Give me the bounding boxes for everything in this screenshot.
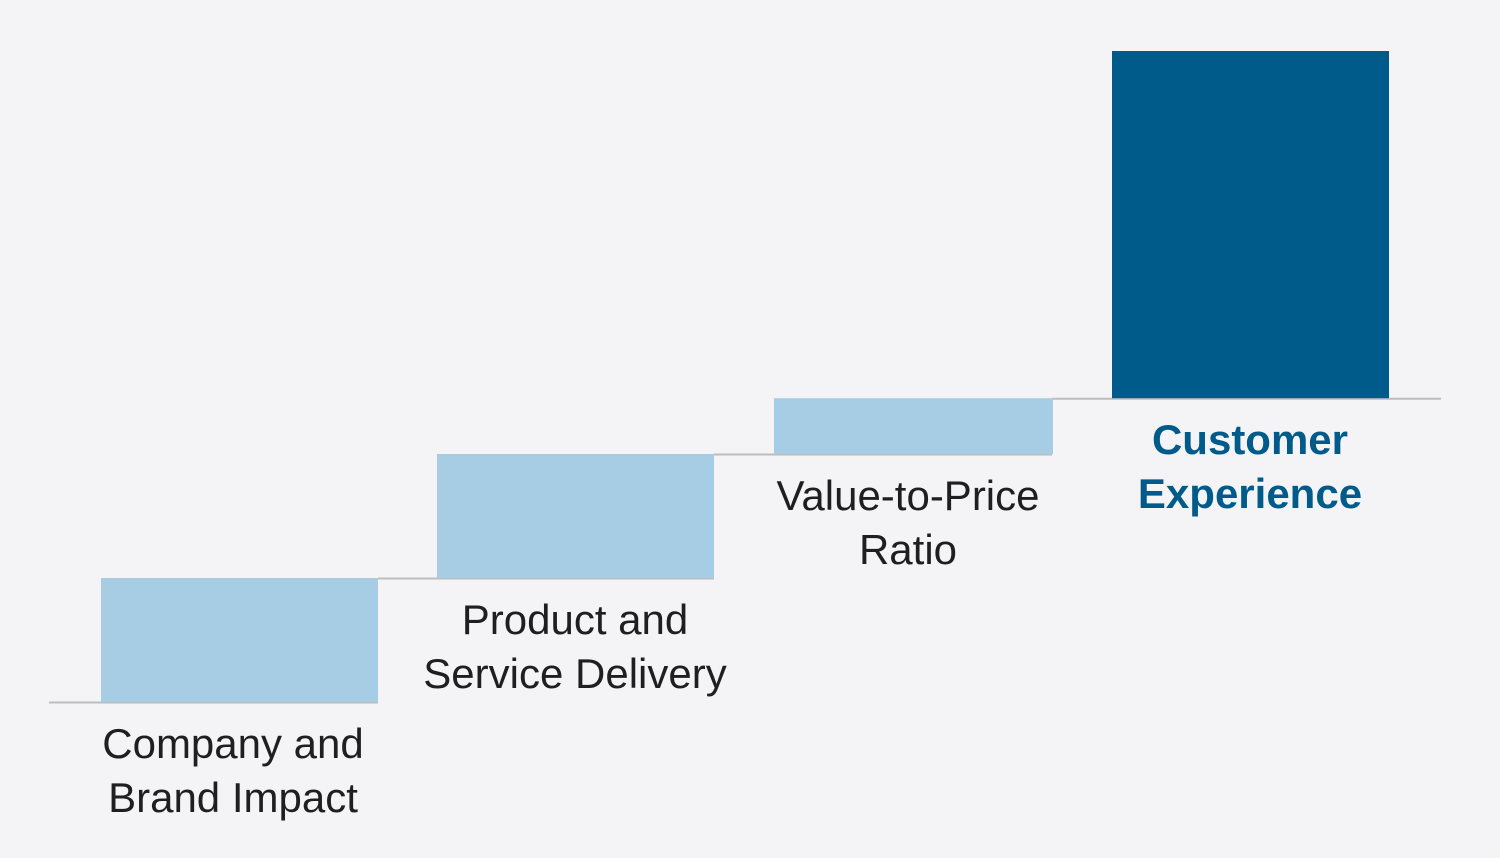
category-label-line: Service Delivery: [423, 650, 726, 697]
bar-highlight: [1112, 51, 1389, 399]
category-label-line: Product and: [462, 596, 689, 643]
chart-bars: [101, 51, 1389, 702]
category-label-line: Company and: [102, 720, 364, 767]
bar: [101, 578, 378, 702]
bar: [774, 398, 1053, 454]
step-baselines: [49, 397, 1441, 704]
category-label-line: Value-to-Price: [777, 472, 1040, 519]
category-label-line: Customer: [1152, 416, 1348, 463]
category-label-line: Brand Impact: [108, 774, 358, 821]
category-label-line: Experience: [1138, 470, 1362, 517]
category-labels: Company and Brand Impact Product and Servic…: [102, 416, 1362, 821]
category-label-line: Ratio: [859, 526, 957, 573]
bar: [437, 454, 714, 578]
